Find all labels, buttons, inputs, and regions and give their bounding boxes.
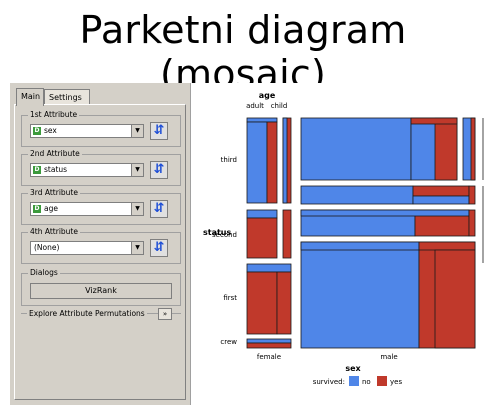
control-panel: Main Settings 1st Attribute D sex ▼ ⇵ 2n… [10,83,190,405]
group-title: 1st Attribute [28,110,80,120]
mosaic-cell [300,241,420,251]
discrete-attr-icon: D [33,127,41,135]
dialogs-group: Dialogs VizRank [21,268,181,306]
mosaic-plot: age adult child third second first crew … [203,91,484,386]
left-value-label: crew [220,338,237,346]
chevron-down-icon[interactable]: ▼ [131,125,143,137]
top-value-label: child [271,102,288,110]
attribute-2-select[interactable]: D status ▼ [30,163,144,177]
attribute-group-2: 2nd Attribute D status ▼ ⇵ [21,149,181,186]
group-title: 3rd Attribute [28,188,80,198]
mosaic-cell [468,209,476,237]
widget-window: Main Settings 1st Attribute D sex ▼ ⇵ 2n… [10,83,486,405]
slide-title: Parketni diagram (mosaic) [79,8,407,96]
mosaic-cell [246,271,278,335]
group-title: Dialogs [28,268,60,278]
mosaic-cell [282,209,292,259]
mosaic-cell [410,117,458,125]
legend-swatch-no [349,376,359,386]
top-value-label: adult [246,102,264,110]
chevron-down-icon[interactable]: ▼ [131,164,143,176]
mosaic-cell [276,271,292,335]
chevron-down-icon[interactable]: ▼ [131,203,143,215]
discrete-attr-icon: D [33,166,41,174]
attribute-4-select[interactable]: (None) ▼ [30,241,144,255]
attribute-group-3: 3rd Attribute D age ▼ ⇵ [21,188,181,225]
attribute-3-select[interactable]: D age ▼ [30,202,144,216]
legend-label: survived: [313,378,345,386]
swap-order-button[interactable]: ⇵ [150,239,168,257]
bottom-value-label: female [257,353,281,361]
select-value: (None) [34,243,60,252]
mosaic-cell [412,195,470,205]
select-value: status [44,165,68,174]
mosaic-cell [434,249,476,349]
mosaic-cell [468,185,476,205]
chevron-down-icon[interactable]: ▼ [131,242,143,254]
select-value: age [44,204,58,213]
legend-item-label: yes [390,378,402,386]
mosaic-cell [300,117,412,181]
attribute-1-select[interactable]: D sex ▼ [30,124,144,138]
discrete-attr-icon: D [33,205,41,213]
swap-order-button[interactable]: ⇵ [150,200,168,218]
legend-title: sex [345,364,361,373]
mosaic-cell [246,342,292,349]
mosaic-cell [300,185,414,205]
expand-icon[interactable]: » [158,308,172,320]
vizrank-button[interactable]: VizRank [30,283,172,299]
mosaic-cell [246,217,278,259]
select-value: sex [44,126,57,135]
mosaic-cell [246,117,278,123]
mosaic-cell [434,117,458,181]
mosaic-cell [470,117,476,181]
mosaic-canvas: age adult child third second first crew … [190,83,486,405]
mosaic-cell [246,121,268,204]
permutations-label: Explore Attribute Permutations [27,309,147,318]
attribute-group-1: 1st Attribute D sex ▼ ⇵ [21,110,181,147]
mosaic-cell [300,241,420,349]
legend-swatch-yes [377,376,387,386]
bottom-value-label: male [380,353,397,361]
main-tab-panel: 1st Attribute D sex ▼ ⇵ 2nd Attribute D … [14,104,186,400]
attribute-group-4: 4th Attribute (None) ▼ ⇵ [21,227,181,264]
tab-main[interactable]: Main [16,88,44,106]
mosaic-cell [300,209,470,217]
mosaic-cell [412,185,470,197]
swap-order-button[interactable]: ⇵ [150,122,168,140]
group-title: 2nd Attribute [28,149,82,159]
mosaic-cell [418,241,476,251]
mosaic-cell [246,209,278,219]
left-value-label: third [221,156,237,164]
left-value-label: second [212,231,237,239]
mosaic-cell [246,263,292,273]
group-title: 4th Attribute [28,227,80,237]
left-value-label: first [223,294,237,302]
mosaic-cell [246,338,292,344]
mosaic-cell [266,121,278,204]
legend-item-label: no [362,378,371,386]
left-attribute-label: status [203,228,232,237]
top-attribute-label: age [259,91,276,100]
tab-settings[interactable]: Settings [44,89,90,105]
swap-order-button[interactable]: ⇵ [150,161,168,179]
mosaic-cell [282,117,288,204]
permutations-group: Explore Attribute Permutations » [21,308,181,333]
